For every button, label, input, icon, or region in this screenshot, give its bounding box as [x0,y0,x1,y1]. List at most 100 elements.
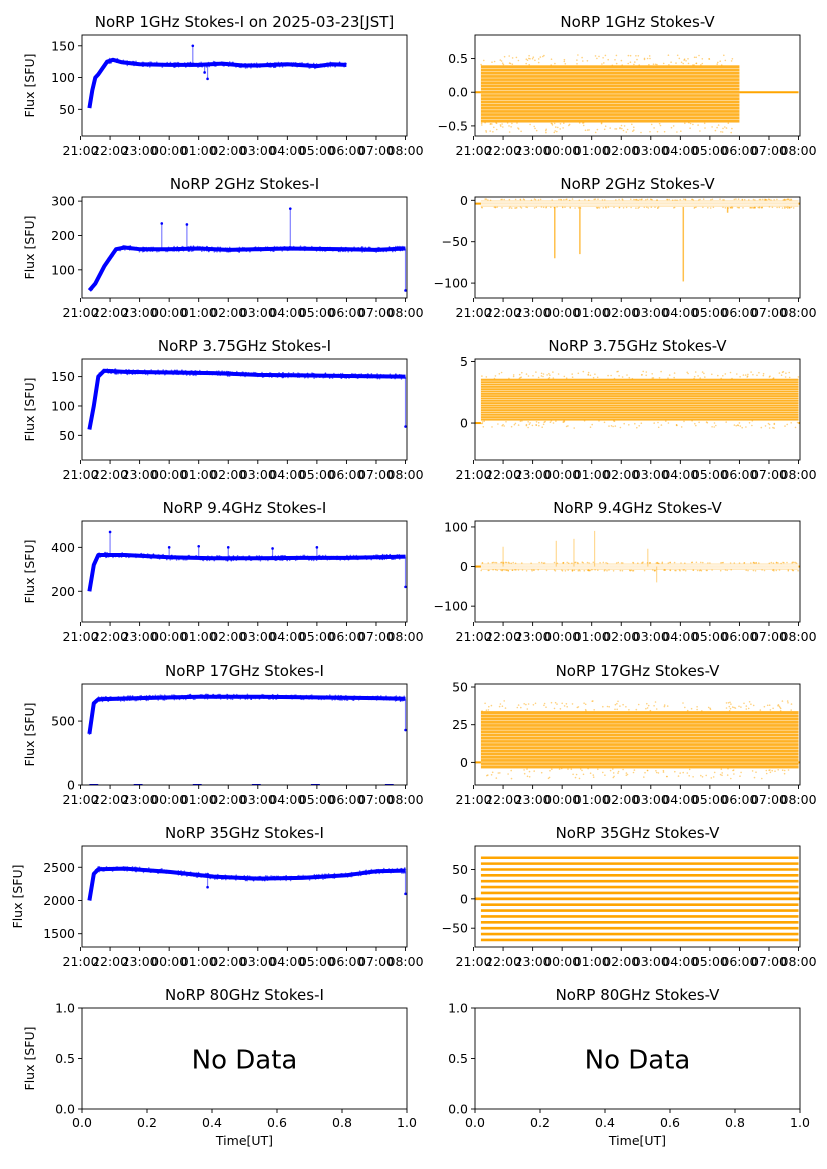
data-point [358,373,360,376]
data-point [290,556,292,558]
data-point [553,131,556,134]
x-tick-label: 01:00 [574,954,610,969]
x-tick-label: 01:00 [181,467,217,482]
data-point [772,707,774,710]
data-point [334,558,337,560]
data-point [727,767,729,770]
data-point [189,370,192,373]
data-point [709,207,712,209]
data-point [651,373,653,375]
data-point [125,556,127,558]
data-point [217,247,220,249]
data-point [154,62,156,64]
y-tick-label: 50 [59,102,75,117]
data-point [323,66,326,68]
data-point [584,129,587,132]
data-point [382,374,385,376]
data-point [778,372,781,374]
y-tick-label: 0.5 [448,51,468,66]
data-point [136,695,139,698]
data-point [752,373,754,376]
data-point [332,247,335,250]
data-point [629,61,632,63]
data-point [99,373,102,376]
data-point [101,269,103,271]
data-point [148,247,150,249]
data-point [351,372,353,375]
data-point [125,61,128,64]
data-point [247,372,250,374]
data-point [619,705,621,707]
data-point [341,697,344,700]
data-point [335,875,337,877]
data-point [210,372,212,374]
data-point [148,249,150,252]
data-point [364,557,367,560]
data-point [163,557,165,559]
data-point [628,424,630,426]
data-point [535,206,538,209]
data-point [102,555,104,557]
data-point [235,879,237,881]
data-point [577,207,580,209]
data-point [558,768,561,770]
data-point [173,62,175,64]
data-point [236,250,239,253]
data-point [301,696,303,698]
data-point [95,386,98,388]
data-point [371,377,373,379]
data-point [561,206,564,208]
x-tick-label: 01:00 [574,629,610,644]
data-point [122,371,125,374]
data-point [791,562,793,564]
data-point [332,375,334,378]
data-point [780,374,783,377]
data-point [146,697,148,699]
data-point [119,370,121,372]
axes-frame [81,34,408,137]
data-point [708,58,710,60]
data-point [400,868,402,870]
data-point [236,372,238,375]
data-point [699,377,701,379]
data-point [696,569,699,572]
data-point [258,697,261,700]
data-point [262,373,265,375]
data-point [631,123,633,126]
data-point [726,569,728,572]
data-point [102,699,104,702]
data-point [615,62,618,65]
data-point [495,777,498,779]
data-point [542,55,544,58]
data-point [556,206,558,208]
data-point [707,206,709,209]
data-point [742,207,744,209]
data-point [656,199,658,201]
x-tick-label: 0.8 [332,1115,352,1130]
data-point [117,699,119,701]
data-point [550,122,553,125]
data-point [301,248,304,251]
data-point [759,709,762,711]
data-point [741,426,743,429]
data-point [698,569,701,572]
data-point [674,569,676,572]
data-point [693,375,696,378]
data-point [656,63,658,66]
data-point [318,376,321,378]
data-point [344,250,347,253]
data-point [278,557,280,560]
data-point [402,697,405,699]
data-point [116,868,119,871]
data-point [102,65,104,67]
x-tick-label: 23:00 [515,629,551,644]
data-point [647,207,650,209]
data-point [747,373,749,376]
data-point [563,122,565,124]
data-point [531,424,534,427]
data-point [388,868,390,870]
data-point [366,247,368,250]
data-point [550,420,553,422]
data-point [139,699,142,701]
